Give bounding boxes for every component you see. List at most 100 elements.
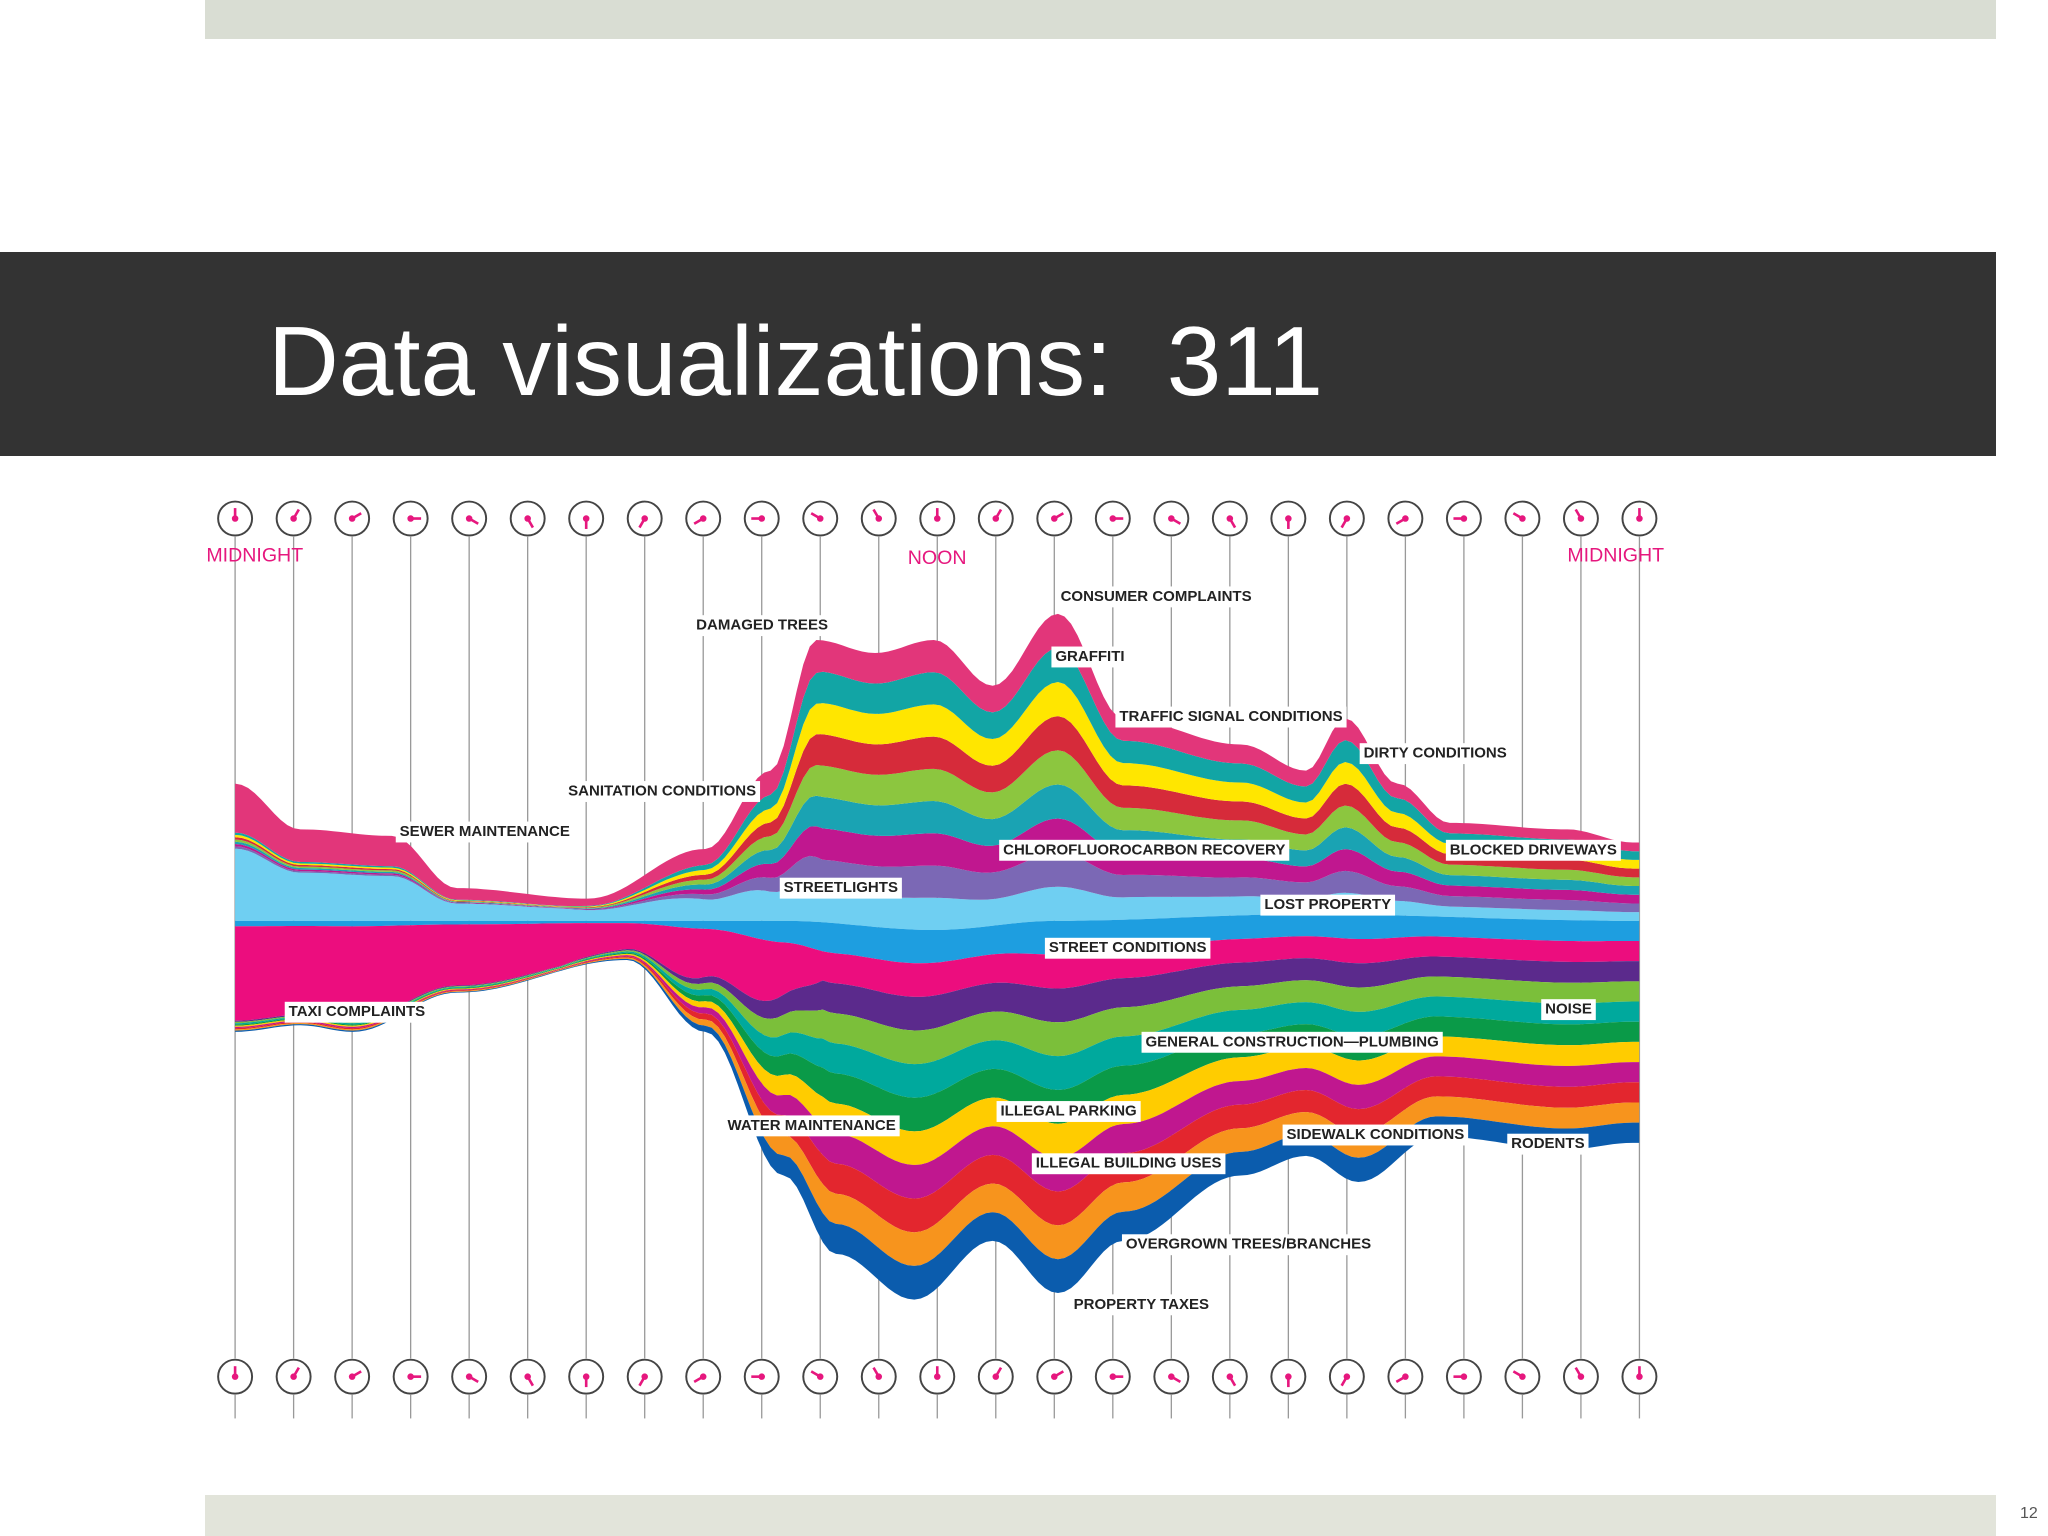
stream-label: CHLOROFLUOROCARBON RECOVERY: [1003, 841, 1285, 858]
stream-label: ILLEGAL PARKING: [1000, 1102, 1136, 1119]
time-label: MIDNIGHT: [206, 545, 303, 567]
clock-dot: [992, 1373, 1000, 1380]
clock-dot: [290, 1373, 297, 1380]
clock-dot: [758, 1373, 765, 1380]
stream-label: PROPERTY TAXES: [1074, 1296, 1209, 1313]
clock-dot: [816, 1373, 824, 1380]
clock-dot: [524, 1373, 531, 1380]
stream-band: [235, 951, 1640, 1098]
clock-dot: [1109, 515, 1117, 522]
stream-label: BLOCKED DRIVEWAYS: [1450, 841, 1617, 858]
label-box: [1069, 1294, 1214, 1316]
stream-label: TRAFFIC SIGNAL CONDITIONS: [1119, 708, 1342, 725]
stream-label: GENERAL CONSTRUCTION—PLUMBING: [1145, 1033, 1438, 1050]
clock-dot: [1226, 1373, 1234, 1380]
stream-band: [235, 682, 1640, 908]
clock-dot: [1460, 515, 1468, 522]
clock-dot: [231, 515, 239, 522]
clock-dot: [699, 515, 707, 522]
bottom-bar: [205, 1495, 1996, 1536]
clock-dot: [348, 515, 356, 522]
label-box: [1141, 1031, 1443, 1053]
clock-dot: [699, 1373, 707, 1380]
label-box: [564, 781, 761, 802]
label-box: [1359, 743, 1511, 765]
top-bar: [205, 0, 1996, 39]
label-box: [996, 1101, 1141, 1122]
clock-dot: [641, 1373, 648, 1380]
clock-dot: [1636, 515, 1643, 522]
label-box: [1044, 937, 1211, 959]
label-box: [999, 839, 1290, 861]
stream-label: SANITATION CONDITIONS: [568, 782, 756, 799]
clock-dot: [875, 1373, 883, 1380]
clock-dot: [582, 1373, 590, 1380]
stream-label: NOISE: [1545, 1001, 1592, 1018]
clock-dot: [1460, 1373, 1468, 1380]
clock-dot: [524, 515, 531, 522]
label-box: [723, 1115, 900, 1137]
stream-band: [235, 950, 1640, 1065]
clock-dot: [1051, 1373, 1058, 1380]
label-box: [779, 877, 902, 899]
clock-dot: [1402, 515, 1409, 522]
clock-dot: [290, 515, 297, 522]
clock-dot: [641, 515, 648, 522]
stream-band: [235, 949, 1640, 1031]
label-box: [1445, 839, 1621, 861]
clock-dot: [465, 1373, 473, 1380]
stream-label: DIRTY CONDITIONS: [1364, 745, 1507, 762]
label-box: [1507, 1133, 1589, 1155]
label-box: [1056, 586, 1256, 608]
stream-label: SIDEWALK CONDITIONS: [1287, 1126, 1465, 1143]
clock-dot: [1577, 515, 1585, 522]
label-box: [1541, 999, 1596, 1021]
stream-label: RODENTS: [1511, 1135, 1584, 1152]
stream-label: ILLEGAL BUILDING USES: [1036, 1155, 1222, 1172]
time-label: NOON: [908, 547, 967, 569]
label-box: [1051, 646, 1129, 668]
clock-dot: [1636, 1373, 1643, 1380]
stream-band: [235, 914, 1640, 964]
label-box: [395, 821, 574, 843]
clock-dot: [465, 515, 473, 522]
clock-dot: [1343, 515, 1351, 522]
stream-label: WATER MAINTENANCE: [728, 1117, 896, 1134]
clock-dot: [1285, 515, 1292, 522]
stream-band: [235, 818, 1640, 910]
clock-dot: [934, 1373, 941, 1380]
stream-label: STREET CONDITIONS: [1049, 939, 1207, 956]
time-label: MIDNIGHT: [1567, 545, 1664, 567]
stream-label: STREETLIGHTS: [784, 879, 898, 896]
stream-label: LOST PROPERTY: [1264, 896, 1391, 913]
clock-dot: [992, 515, 1000, 522]
clock-dot: [1519, 515, 1526, 522]
clock-dot: [407, 1373, 414, 1380]
stream-label: CONSUMER COMPLAINTS: [1061, 588, 1252, 605]
stream-label: SEWER MAINTENANCE: [400, 823, 570, 840]
stream-label: DAMAGED TREES: [696, 617, 828, 634]
clock-dot: [1343, 1373, 1351, 1380]
stream-label: GRAFFITI: [1055, 648, 1124, 665]
clock-dot: [1226, 515, 1234, 522]
clock-dot: [934, 515, 941, 522]
page-number: 12: [2020, 1505, 2038, 1522]
clock-dot: [1168, 1373, 1175, 1380]
label-box: [1031, 1153, 1226, 1175]
label-box: [1260, 894, 1396, 916]
stream-band: [235, 613, 1640, 907]
streamgraph-image: MIDNIGHT NOON MIDNIGHT DAMAGED TREES CONSUME…: [195, 470, 1672, 1489]
label-box: [1282, 1124, 1469, 1146]
stream-band: [235, 647, 1640, 907]
clock-dot: [1519, 1373, 1526, 1380]
clock-dot: [1109, 1373, 1117, 1380]
stream-band: [235, 784, 1640, 909]
stream-label: OVERGROWN TREES/BRANCHES: [1126, 1236, 1371, 1253]
clock-dot: [348, 1373, 356, 1380]
stream-label: TAXI COMPLAINTS: [289, 1003, 426, 1020]
clock-dot: [1051, 515, 1058, 522]
clock-dot: [1402, 1373, 1409, 1380]
clock-dot: [582, 515, 590, 522]
label-box: [284, 1001, 430, 1023]
